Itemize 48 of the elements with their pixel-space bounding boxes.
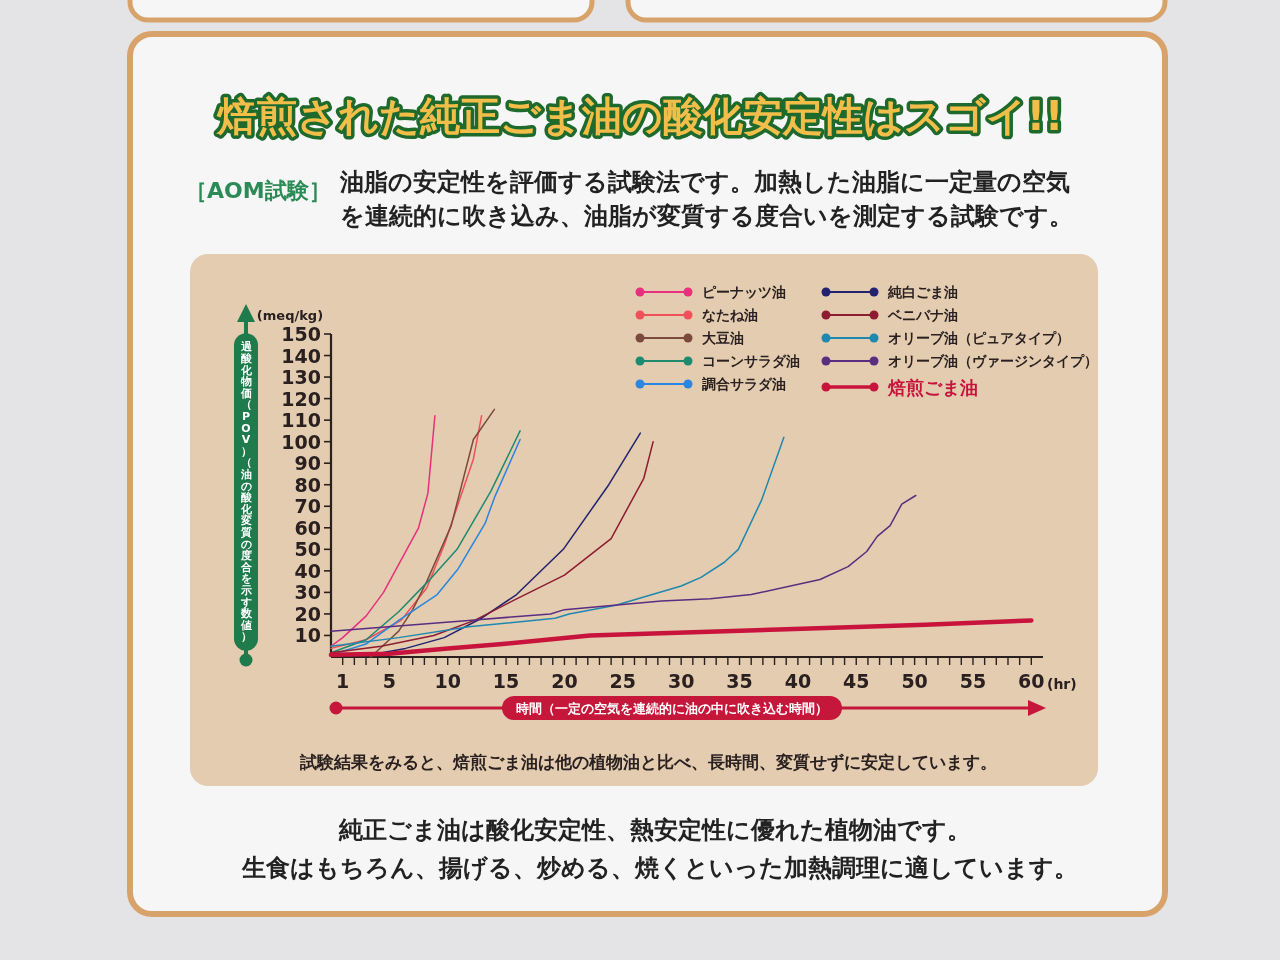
y-tick-label: 130 <box>281 366 321 389</box>
y-tick-label: 60 <box>294 516 321 539</box>
y-tick-label: 70 <box>294 495 321 518</box>
y-tick-label: 40 <box>294 559 321 582</box>
y-tick-label: 140 <box>281 344 321 367</box>
x-tick-label: 20 <box>551 670 578 692</box>
y-tick-label: 80 <box>294 473 321 496</box>
text: 試験結果をみると、焙煎ごま油は他の植物油と比べ、長時間、変質せずに安定しています。 <box>298 752 997 772</box>
x-tick-label: 30 <box>667 670 695 692</box>
legend-label: 純白ごま油 <box>887 284 958 300</box>
x-tick-label: 25 <box>609 670 637 692</box>
y-tick-label: 90 <box>294 452 321 475</box>
x-axis-title: 時間（一定の空気を連続的に油の中に吹き込む時間） <box>516 700 828 716</box>
x-tick-label: 40 <box>784 670 812 692</box>
legend-label: 焙煎ごま油 <box>887 376 978 398</box>
legend-label: オリーブ油（ヴァージンタイプ） <box>888 353 1098 369</box>
text: ［AOM試験］ <box>185 177 331 203</box>
y-tick-label: 10 <box>294 624 321 647</box>
x-tick-label: 1 <box>336 670 350 692</box>
text: (hr) <box>1047 676 1077 692</box>
x-tick-label: 5 <box>382 670 396 692</box>
y-tick-label: 50 <box>294 538 321 561</box>
legend-label: オリーブ油（ピュアタイプ） <box>888 330 1070 346</box>
x-tick-label: 35 <box>726 670 753 692</box>
text: 過酸化物価（POV）（油の酸化変質の度合を示す数値） <box>240 340 252 644</box>
x-tick-label: 60 <box>1018 670 1045 692</box>
text: 生食はもちろん、揚げる、炒める、焼くといった加熱調理に適しています。 <box>241 854 1078 882</box>
x-tick-label: 15 <box>492 670 520 692</box>
legend-label: コーンサラダ油 <box>702 353 800 369</box>
legend-label: ピーナッツ油 <box>702 284 786 300</box>
chart-title: 焙煎された純正ごま油の酸化安定性はスゴイ!! <box>215 93 1064 139</box>
legend-label: 調合サラダ油 <box>702 376 786 392</box>
y-tick-label: 30 <box>294 581 321 604</box>
x-tick-label: 55 <box>959 670 987 692</box>
x-tick-label: 50 <box>901 670 928 692</box>
legend-label: ベニバナ油 <box>887 307 958 323</box>
text: (meq/kg) <box>256 307 324 323</box>
y-tick-label: 120 <box>281 387 321 410</box>
text: 純正ごま油は酸化安定性、熱安定性に優れた植物油です。 <box>338 816 971 844</box>
y-tick-label: 20 <box>294 602 321 625</box>
x-tick-label: 45 <box>843 670 870 692</box>
y-tick-label: 110 <box>281 409 321 432</box>
y-tick-label: 100 <box>281 430 321 453</box>
chart-subtitle: 油脂の安定性を評価する試験法です。加熱した油脂に一定量の空気を連続的に吹き込み、油脂が変質する度合いを測定する試験です。 <box>339 168 1073 230</box>
legend-label: 大豆油 <box>702 330 744 346</box>
x-tick-label: 10 <box>434 670 461 692</box>
y-tick-label: 150 <box>281 323 321 345</box>
legend-label: なたね油 <box>702 307 758 323</box>
